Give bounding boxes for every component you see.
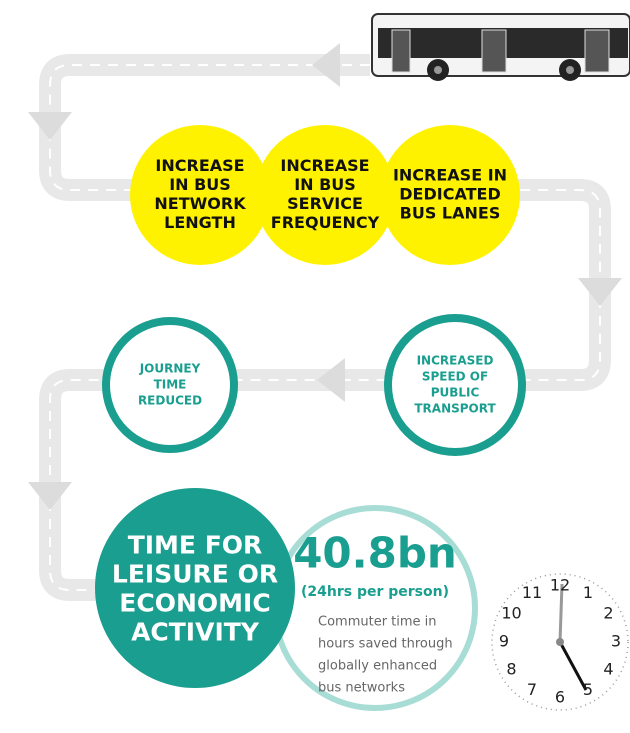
stat-description: hours saved through xyxy=(318,637,453,652)
step-label: SERVICE xyxy=(287,194,363,213)
outcome-circle xyxy=(95,488,295,688)
step-label: NETWORK xyxy=(154,194,246,213)
effect-label: SPEED OF xyxy=(422,370,488,384)
effect-label: JOURNEY xyxy=(139,362,201,376)
clock-hour-hand xyxy=(558,641,588,691)
clock-number: 12 xyxy=(550,576,570,595)
clock-number: 8 xyxy=(506,660,516,679)
clock-number: 6 xyxy=(555,688,565,707)
step-circle xyxy=(255,125,395,265)
step-circle xyxy=(380,125,520,265)
clock-number: 11 xyxy=(522,583,542,602)
clock-number: 4 xyxy=(603,660,613,679)
shapes xyxy=(95,125,629,711)
stat-value: 40.8bn xyxy=(293,529,457,578)
step-label: IN BUS xyxy=(169,175,231,194)
step-label: DEDICATED xyxy=(399,185,500,204)
effect-circle xyxy=(384,314,526,456)
clock-number: 10 xyxy=(501,604,521,623)
step-label: FREQUENCY xyxy=(271,213,380,232)
clock-number: 2 xyxy=(603,604,613,623)
clock-center xyxy=(556,638,564,646)
effect-circle xyxy=(102,317,238,453)
outcome-label: TIME FOR xyxy=(128,531,263,560)
stat-description: globally enhanced xyxy=(318,659,437,674)
bus xyxy=(371,13,630,81)
road xyxy=(28,43,622,601)
step-circle xyxy=(130,125,270,265)
effect-label: INCREASED xyxy=(417,354,494,368)
outcome-label: ECONOMIC xyxy=(119,589,270,618)
step-label: INCREASE xyxy=(155,156,244,175)
clock-number: 7 xyxy=(527,680,537,699)
stat-description: bus networks xyxy=(318,681,405,696)
step-label: LENGTH xyxy=(164,213,236,232)
stat-note: (24hrs per person) xyxy=(301,584,449,600)
clock-number: 9 xyxy=(499,632,509,651)
effect-label: TIME xyxy=(154,378,187,392)
effect-label: TRANSPORT xyxy=(414,402,496,416)
clock-minute-hand xyxy=(558,583,564,643)
step-label: BUS LANES xyxy=(400,204,501,223)
effect-label: REDUCED xyxy=(138,394,202,408)
outcome-label: ACTIVITY xyxy=(131,618,260,647)
outcome-label: LEISURE OR xyxy=(112,560,278,589)
step-label: IN BUS xyxy=(294,175,356,194)
step-label: INCREASE IN xyxy=(393,166,507,185)
stat-description: Commuter time in xyxy=(318,615,437,630)
clock-number: 3 xyxy=(611,632,621,651)
clock-number: 1 xyxy=(583,583,593,602)
effect-label: PUBLIC xyxy=(431,386,480,400)
clock-number: 5 xyxy=(583,680,593,699)
step-label: INCREASE xyxy=(280,156,369,175)
